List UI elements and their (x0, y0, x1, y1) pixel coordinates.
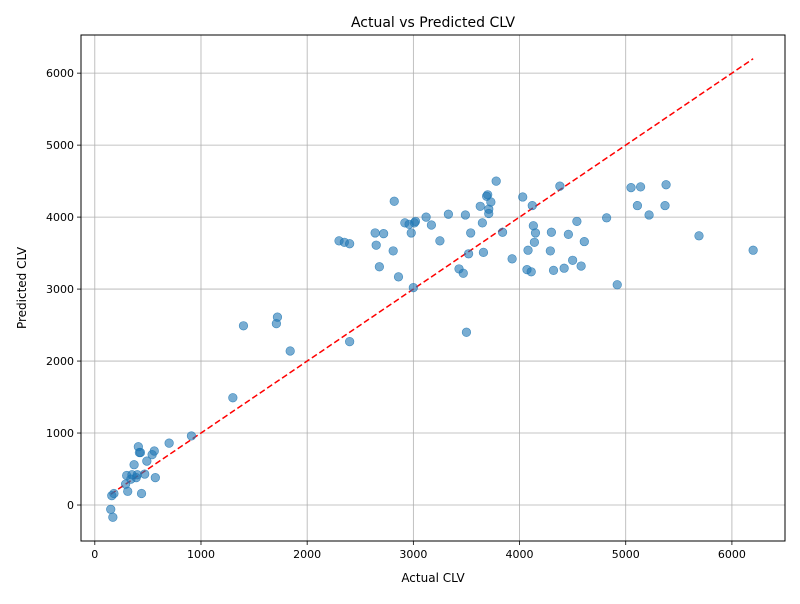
chart-title: Actual vs Predicted CLV (351, 15, 516, 31)
data-point (123, 486, 133, 496)
data-point (458, 268, 468, 278)
data-point (579, 236, 589, 247)
data-point (443, 209, 453, 219)
data-point (660, 200, 670, 211)
data-point (149, 446, 159, 456)
data-point (527, 200, 537, 211)
data-point (379, 229, 389, 239)
data-point (530, 228, 541, 238)
data-point (497, 227, 508, 237)
data-point (345, 239, 355, 249)
x-tick-label: 5000 (612, 548, 640, 561)
data-point (518, 192, 528, 202)
data-point (491, 176, 501, 186)
grid (81, 35, 785, 541)
y-axis-label: Predicted CLV (15, 246, 29, 329)
data-point (109, 488, 119, 499)
data-point (563, 229, 573, 239)
y-axis-ticks: 0 1000 2000 3000 4000 5000 6000 (46, 67, 81, 512)
data-point (568, 255, 578, 265)
data-point (748, 245, 758, 255)
data-point (644, 210, 654, 220)
data-point (164, 438, 174, 448)
data-point (475, 201, 485, 211)
data-point (142, 456, 152, 466)
data-point (546, 227, 556, 237)
data-point (389, 196, 399, 206)
data-point (461, 327, 472, 337)
data-point (694, 231, 704, 241)
data-point (548, 265, 559, 275)
data-point (410, 216, 421, 227)
data-point (135, 447, 146, 458)
data-point (408, 283, 418, 293)
data-point (626, 182, 636, 193)
data-point (526, 267, 536, 277)
data-point (486, 197, 496, 207)
data-point (529, 237, 540, 247)
y-tick-label: 1000 (46, 427, 74, 440)
data-point (572, 216, 582, 227)
y-tick-label: 6000 (46, 67, 74, 80)
data-points (106, 176, 758, 522)
reference-line (110, 58, 754, 495)
reference-line-layer (110, 58, 754, 495)
data-point (370, 228, 380, 238)
y-tick-label: 4000 (46, 211, 74, 224)
x-tick-label: 2000 (293, 548, 321, 561)
data-point (478, 247, 489, 257)
data-point (661, 180, 671, 190)
data-point (136, 488, 147, 499)
data-point (345, 337, 355, 347)
data-point (129, 460, 139, 470)
data-point (555, 181, 565, 191)
plot-frame (80, 34, 786, 542)
y-tick-label: 5000 (46, 139, 74, 152)
data-point (576, 261, 586, 271)
data-point (186, 431, 197, 441)
data-point (632, 200, 643, 211)
x-tick-label: 0 (91, 548, 98, 561)
data-point (388, 246, 398, 256)
data-point (435, 236, 445, 246)
data-point (393, 272, 404, 282)
data-point (612, 280, 622, 290)
x-tick-label: 3000 (399, 548, 427, 561)
data-point (635, 182, 646, 192)
data-point (272, 312, 283, 322)
data-point (507, 254, 517, 264)
data-point (140, 469, 150, 479)
x-axis-label: Actual CLV (401, 571, 465, 585)
data-point (545, 246, 555, 256)
data-point (285, 346, 295, 356)
x-axis-ticks: 0 1000 2000 3000 4000 5000 6000 (91, 541, 746, 561)
data-point (484, 208, 494, 219)
data-point (460, 210, 470, 220)
y-tick-label: 3000 (46, 283, 74, 296)
data-point (108, 512, 118, 522)
data-point (602, 213, 612, 223)
data-point (466, 228, 476, 238)
data-point (371, 240, 381, 250)
y-tick-label: 2000 (46, 355, 74, 368)
x-tick-label: 4000 (506, 548, 534, 561)
data-point (228, 393, 238, 403)
data-point (477, 218, 487, 228)
data-point (421, 212, 431, 222)
data-point (559, 263, 569, 273)
x-tick-label: 6000 (718, 548, 746, 561)
data-point (374, 262, 384, 272)
x-tick-label: 1000 (187, 548, 215, 561)
data-point (106, 504, 116, 514)
data-point (150, 473, 160, 483)
data-point (406, 228, 416, 238)
data-point (463, 249, 474, 259)
data-point (426, 220, 437, 230)
y-tick-label: 0 (67, 499, 74, 512)
data-point (238, 321, 249, 331)
data-point (523, 245, 533, 255)
